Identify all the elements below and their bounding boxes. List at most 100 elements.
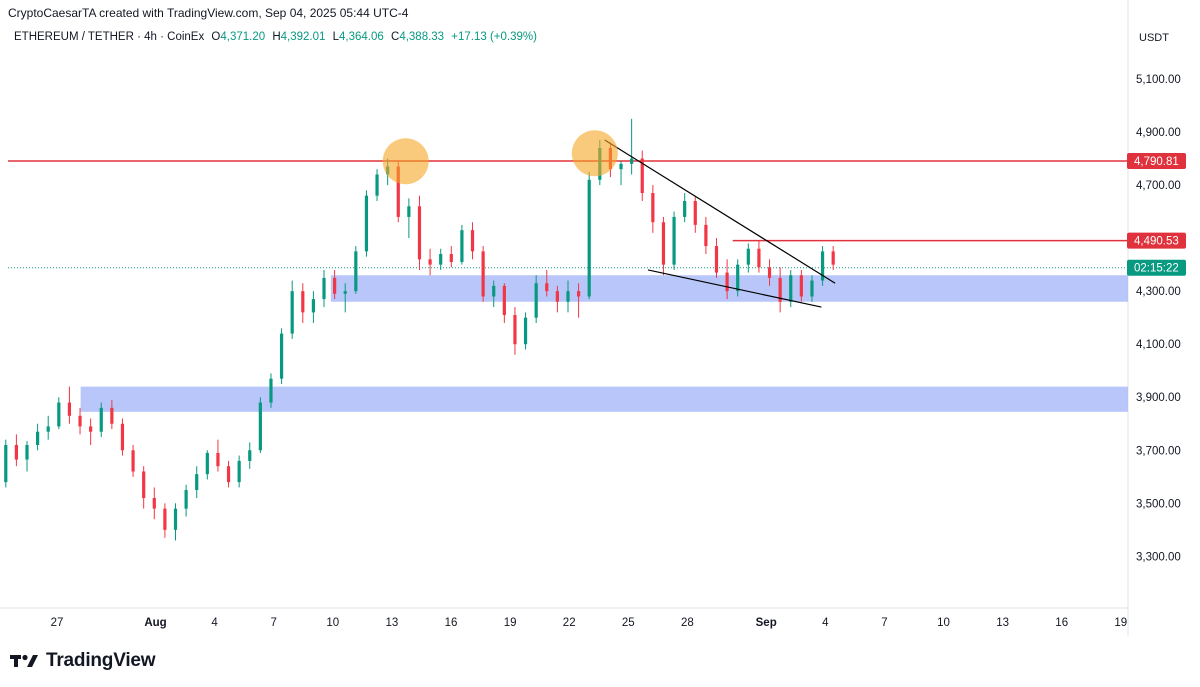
tradingview-brand: TradingView xyxy=(46,650,156,671)
candle-body xyxy=(226,466,231,483)
y-tick-label: 5,100.00 xyxy=(1136,74,1181,86)
candle-body xyxy=(640,158,644,194)
candle-body xyxy=(714,246,719,273)
countdown-label: 02:15:22 xyxy=(1134,263,1179,275)
open-label: O xyxy=(211,31,221,43)
candle-body xyxy=(14,444,18,460)
candle-body xyxy=(4,444,8,483)
x-tick-label: 25 xyxy=(622,617,635,629)
candle-body xyxy=(799,275,803,297)
y-tick-label: 4,300.00 xyxy=(1136,286,1181,298)
candle-body xyxy=(417,206,422,260)
candle-body xyxy=(354,251,358,292)
x-tick-label: 10 xyxy=(326,617,339,629)
open-value: 4,371.20 xyxy=(220,31,266,43)
candle-body xyxy=(736,264,740,292)
candle-body xyxy=(545,283,549,292)
candle-body xyxy=(746,248,750,265)
candle-body xyxy=(364,195,369,252)
candle-body xyxy=(820,251,825,281)
footer-brand: TradingView xyxy=(10,650,156,672)
candle-body xyxy=(25,444,29,460)
candle-body xyxy=(810,280,814,297)
close-value: 4,388.33 xyxy=(399,31,445,43)
candle-body xyxy=(651,193,655,223)
x-tick-label: Aug xyxy=(144,617,166,629)
candle-body xyxy=(99,407,103,432)
candle-body xyxy=(470,230,475,252)
y-tick-label: 4,700.00 xyxy=(1136,180,1181,192)
candle-body xyxy=(523,317,528,345)
x-tick-label: 19 xyxy=(1114,617,1127,629)
candle-body xyxy=(534,283,538,318)
candle-body xyxy=(693,200,697,225)
low-label: L xyxy=(332,31,340,43)
candle-body xyxy=(343,291,347,294)
price-label-bg xyxy=(1127,259,1186,276)
candle-body xyxy=(704,224,708,247)
candle-body xyxy=(513,315,517,345)
y-tick-label: 3,900.00 xyxy=(1136,392,1181,404)
x-tick-label: 13 xyxy=(996,617,1009,629)
candle-body xyxy=(831,251,835,265)
candle-body xyxy=(767,267,772,278)
candle-body xyxy=(333,277,337,294)
candle-body xyxy=(789,275,793,302)
candle-body xyxy=(576,291,581,297)
x-tick-label: 10 xyxy=(937,617,950,629)
symbol-name: ETHEREUM / TETHER · 4h · CoinEx xyxy=(14,31,205,43)
close-label: C xyxy=(391,31,400,43)
candle-body xyxy=(184,490,188,509)
candle-body xyxy=(301,291,305,313)
double-top-circle-2 xyxy=(571,130,618,177)
chart-attribution: CryptoCaesarTA created with TradingView.… xyxy=(8,6,409,20)
x-tick-label: 16 xyxy=(1055,617,1068,629)
tradingview-logo-icon xyxy=(10,654,38,667)
price-level-label: 4,790.81 xyxy=(1134,156,1179,168)
price-label-bg xyxy=(1127,232,1186,249)
x-tick-label: 4 xyxy=(211,617,218,629)
candle-body xyxy=(683,200,687,217)
candle-body xyxy=(555,291,559,302)
candle-body xyxy=(566,291,570,302)
candle-body xyxy=(778,277,782,302)
candle-body xyxy=(89,426,93,432)
candle-body xyxy=(216,452,220,467)
y-tick-label: 3,700.00 xyxy=(1136,445,1181,457)
candle-body xyxy=(163,508,167,530)
x-tick-label: 19 xyxy=(504,617,517,629)
x-tick-label: 13 xyxy=(386,617,399,629)
trendline-1 xyxy=(604,139,836,284)
candle-body xyxy=(258,402,262,451)
candle-body xyxy=(36,431,40,445)
candle-body xyxy=(67,402,72,416)
candle-body xyxy=(46,426,50,432)
candle-body xyxy=(142,471,146,499)
low-value: 4,364.06 xyxy=(339,31,384,43)
x-tick-label: 27 xyxy=(51,617,64,629)
demand-zone-1 xyxy=(330,275,1129,302)
y-tick-label: 4,100.00 xyxy=(1136,339,1181,351)
candle-body xyxy=(502,285,506,316)
currency-label: USDT xyxy=(1139,32,1169,44)
x-tick-label: 22 xyxy=(563,617,576,629)
candle-body xyxy=(396,166,400,217)
candle-body xyxy=(322,277,326,300)
trendline-2 xyxy=(647,269,822,308)
candle-body xyxy=(78,415,82,427)
candle-body xyxy=(439,254,443,265)
candle-body xyxy=(290,291,294,334)
change-value: +17.13 (+0.39%) xyxy=(451,31,537,43)
x-tick-label: 7 xyxy=(881,617,887,629)
candle-body xyxy=(619,163,623,170)
candle-body xyxy=(311,299,316,313)
high-value: 4,392.01 xyxy=(280,31,326,43)
candle-body xyxy=(449,254,453,262)
candle-body xyxy=(428,259,432,265)
candle-body xyxy=(672,216,676,265)
candle-body xyxy=(407,206,411,217)
x-tick-label: 4 xyxy=(822,617,829,629)
candle-body xyxy=(205,452,209,475)
candle-body xyxy=(248,450,252,461)
